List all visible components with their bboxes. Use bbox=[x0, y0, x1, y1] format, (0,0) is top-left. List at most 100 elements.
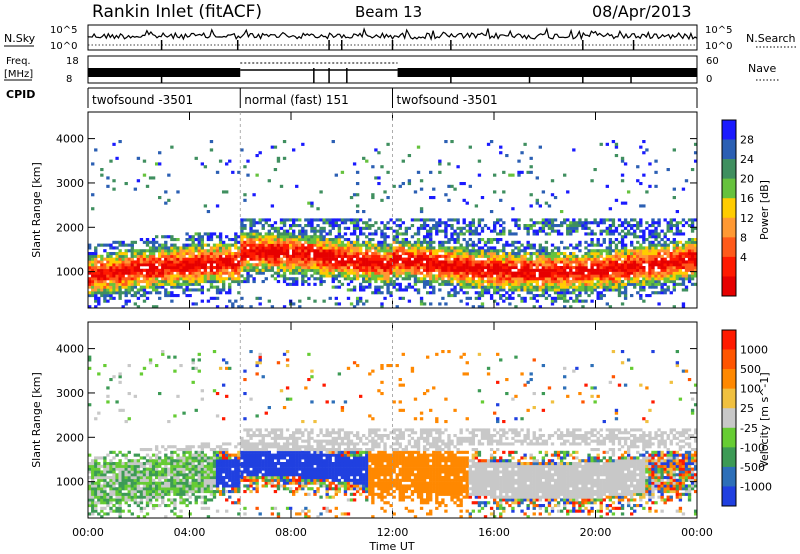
velocity-cell-798 bbox=[215, 459, 220, 463]
power-cell-1600 bbox=[343, 274, 348, 278]
power-cell-1127 bbox=[270, 238, 275, 242]
power-cell-1947 bbox=[392, 263, 396, 267]
power-cell-3611 bbox=[626, 252, 631, 256]
power-cell-3221 bbox=[572, 254, 576, 258]
power-cell-1918 bbox=[386, 221, 390, 225]
power-cell-1090 bbox=[264, 238, 268, 242]
power-cell-1892 bbox=[383, 238, 387, 242]
power-cell-823 bbox=[221, 266, 226, 270]
velocity-cell-580 bbox=[182, 487, 186, 491]
power-cell-1318 bbox=[301, 280, 305, 284]
power-cell-600 bbox=[185, 249, 189, 253]
power-cell-2875 bbox=[523, 224, 527, 228]
power-cell-3878 bbox=[666, 285, 670, 289]
velocity-cell-272 bbox=[130, 481, 134, 485]
power-cell-1960 bbox=[395, 305, 399, 309]
power-cell-1216 bbox=[285, 277, 290, 281]
power-cell-1241 bbox=[288, 260, 293, 264]
power-cell-1059 bbox=[258, 151, 262, 155]
velocity-cell-641 bbox=[191, 470, 195, 474]
power-cell-2933 bbox=[532, 271, 536, 275]
power-cell-2948 bbox=[535, 282, 539, 286]
power-cell-953 bbox=[243, 246, 247, 250]
power-cell-1937 bbox=[389, 243, 393, 247]
power-cell-594 bbox=[185, 268, 189, 272]
velocity-cell-328 bbox=[139, 470, 144, 474]
power-cell-954 bbox=[243, 243, 247, 247]
power-cell-1809 bbox=[374, 291, 378, 295]
power-cell-859 bbox=[228, 263, 232, 267]
power-cell-2208 bbox=[429, 170, 433, 174]
power-cell-179 bbox=[115, 260, 119, 264]
power-cell-1712 bbox=[359, 274, 363, 278]
power-cell-3764 bbox=[648, 240, 652, 244]
power-cell-3514 bbox=[614, 257, 619, 261]
power-cell-187 bbox=[118, 294, 122, 298]
power-cell-1905 bbox=[386, 271, 390, 275]
power-cell-1273 bbox=[292, 224, 296, 228]
power-cell-73 bbox=[97, 243, 101, 247]
power-colorbar-band-6 bbox=[722, 237, 736, 258]
power-cell-201 bbox=[118, 254, 122, 258]
power-cell-577 bbox=[182, 268, 186, 272]
velocity-cell-433 bbox=[158, 481, 162, 485]
power-cell-1248 bbox=[288, 235, 293, 239]
power-cell-1012 bbox=[252, 246, 256, 250]
power-cell-2480 bbox=[468, 249, 472, 253]
power-cell-1192 bbox=[282, 280, 287, 284]
power-cell-1020 bbox=[252, 221, 256, 225]
power-cell-2898 bbox=[526, 170, 530, 174]
power-cell-3046 bbox=[547, 257, 552, 261]
power-cell-1240 bbox=[288, 263, 293, 267]
power-cell-3785 bbox=[651, 249, 655, 253]
power-cell-578 bbox=[182, 266, 186, 270]
power-cell-1235 bbox=[288, 282, 293, 286]
power-cell-3984 bbox=[681, 280, 686, 284]
power-cell-1014 bbox=[252, 240, 256, 244]
velocity-cell-248 bbox=[127, 492, 131, 496]
power-cell-3761 bbox=[648, 249, 652, 253]
power-cell-1981 bbox=[395, 218, 399, 222]
power-cell-589 bbox=[185, 285, 189, 289]
power-cell-933 bbox=[240, 240, 244, 244]
power-cell-503 bbox=[170, 282, 174, 286]
power-cell-787 bbox=[215, 254, 220, 258]
power-cell-970 bbox=[246, 263, 250, 267]
power-cell-3897 bbox=[666, 168, 670, 172]
power-cell-704 bbox=[203, 280, 208, 284]
power-cell-283 bbox=[133, 282, 138, 286]
velocity-cell-556 bbox=[179, 515, 183, 519]
power-cell-334 bbox=[142, 285, 147, 289]
power-cell-3234 bbox=[575, 285, 579, 289]
velocity-cell-127 bbox=[106, 453, 110, 457]
velocity-cell-345 bbox=[142, 470, 147, 474]
power-cell-590 bbox=[185, 282, 189, 286]
velocity-cell-786 bbox=[215, 509, 220, 513]
power-cell-770 bbox=[212, 246, 217, 250]
velocity-cell-212 bbox=[121, 498, 125, 502]
power-cell-190 bbox=[118, 285, 122, 289]
power-cell-1214 bbox=[282, 140, 287, 144]
power-cell-1422 bbox=[316, 257, 320, 261]
power-cell-1710 bbox=[359, 285, 363, 289]
velocity-cell-245 bbox=[127, 504, 131, 508]
power-cell-3936 bbox=[672, 232, 676, 236]
power-cell-938 bbox=[240, 226, 244, 230]
power-cell-830 bbox=[221, 243, 226, 247]
velocity-cell-645 bbox=[191, 459, 195, 463]
power-cell-2572 bbox=[480, 260, 485, 264]
power-cell-2356 bbox=[453, 288, 457, 292]
power-cell-3122 bbox=[556, 229, 561, 233]
power-cell-3822 bbox=[657, 280, 661, 284]
power-cell-2461 bbox=[465, 246, 469, 250]
velocity-cell-592 bbox=[182, 453, 186, 457]
velocity-cell-603 bbox=[185, 478, 189, 482]
power-cell-2679 bbox=[496, 252, 500, 256]
velocity-cell-588 bbox=[182, 464, 186, 468]
power-cell-554 bbox=[176, 238, 180, 242]
power-cell-3458 bbox=[608, 288, 613, 292]
power-cell-3206 bbox=[569, 226, 573, 230]
power-cell-671 bbox=[197, 263, 201, 267]
power-cell-2905 bbox=[529, 277, 533, 281]
power-cell-1237 bbox=[288, 271, 293, 275]
